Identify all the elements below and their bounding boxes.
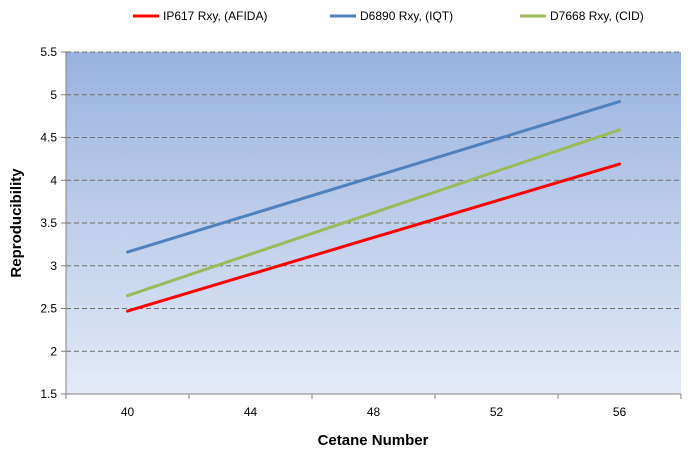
y-tick-label: 5.5 bbox=[40, 45, 57, 59]
x-tick-label: 56 bbox=[613, 405, 627, 419]
y-tick-label: 1.5 bbox=[40, 387, 57, 401]
y-axis-label: Reproducibility bbox=[8, 168, 25, 278]
legend-label: IP617 Rxy, (AFIDA) bbox=[163, 9, 267, 23]
y-tick-label: 3.5 bbox=[40, 216, 57, 230]
legend-label: D7668 Rxy, (CID) bbox=[550, 9, 644, 23]
x-tick-label: 48 bbox=[367, 405, 381, 419]
y-tick-label: 4.5 bbox=[40, 131, 57, 145]
y-tick-label: 2 bbox=[50, 344, 57, 358]
x-tick-label: 40 bbox=[121, 405, 135, 419]
x-tick-label: 44 bbox=[244, 405, 258, 419]
y-tick-label: 5 bbox=[50, 88, 57, 102]
series-line bbox=[126, 100, 621, 254]
series-line bbox=[126, 162, 621, 313]
series-line bbox=[126, 128, 621, 298]
y-tick-label: 3 bbox=[50, 259, 57, 273]
x-axis-label: Cetane Number bbox=[318, 432, 429, 449]
y-tick-label: 4 bbox=[50, 173, 57, 187]
y-tick-label: 2.5 bbox=[40, 302, 57, 316]
x-tick-label: 52 bbox=[490, 405, 504, 419]
legend-label: D6890 Rxy, (IQT) bbox=[360, 9, 453, 23]
